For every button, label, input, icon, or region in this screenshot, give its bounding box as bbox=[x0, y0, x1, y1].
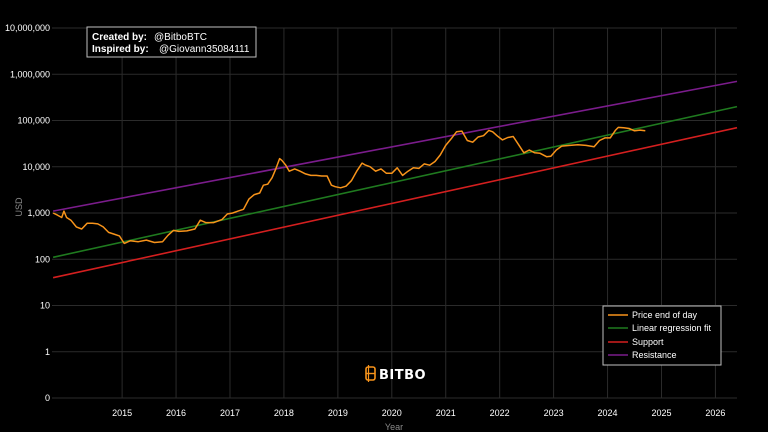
x-tick-label: 2025 bbox=[651, 408, 671, 418]
y-tick-label: 100,000 bbox=[17, 116, 50, 126]
y-tick-label: 10,000 bbox=[22, 162, 50, 172]
credits-created-label: Created by: bbox=[92, 32, 147, 43]
legend-item-price: Price end of day bbox=[608, 310, 698, 320]
y-tick-label: 0 bbox=[45, 393, 50, 403]
x-tick-label: 2019 bbox=[328, 408, 348, 418]
x-tick-label: 2023 bbox=[544, 408, 564, 418]
x-tick-label: 2026 bbox=[705, 408, 725, 418]
x-tick-label: 2021 bbox=[436, 408, 456, 418]
x-tick-label: 2015 bbox=[112, 408, 132, 418]
x-axis-title: Year bbox=[385, 422, 403, 432]
x-tick-label: 2020 bbox=[382, 408, 402, 418]
y-tick-label: 1,000 bbox=[27, 208, 50, 218]
y-axis-ticks: 0 1 10 100 1,000 10,000 100,000 1,000,000 10,000… bbox=[5, 23, 50, 403]
legend-item-support: Support bbox=[608, 337, 664, 347]
regression-line bbox=[52, 105, 738, 259]
support-line bbox=[52, 126, 738, 279]
legend: Price end of day Linear regression fit S… bbox=[602, 305, 722, 366]
bitbo-logo: BITBO bbox=[365, 365, 426, 383]
legend-label-support: Support bbox=[632, 337, 664, 347]
bitcoin-b-icon bbox=[365, 365, 376, 382]
y-axis-title: USD bbox=[14, 197, 24, 217]
credits-inspired-label: Inspired by: bbox=[92, 44, 149, 55]
resistance-line bbox=[52, 80, 738, 212]
legend-label-price: Price end of day bbox=[632, 310, 698, 320]
y-tick-label: 10,000,000 bbox=[5, 23, 50, 33]
x-tick-label: 2024 bbox=[598, 408, 618, 418]
credits-box: Created by: @BitboBTC Inspired by: @Giov… bbox=[86, 26, 257, 58]
credits-box-frame bbox=[86, 26, 257, 58]
y-tick-label: 10 bbox=[40, 301, 50, 311]
legend-label-regression: Linear regression fit bbox=[632, 323, 712, 333]
legend-label-resistance: Resistance bbox=[632, 350, 677, 360]
x-tick-label: 2017 bbox=[220, 408, 240, 418]
price-line bbox=[52, 126, 646, 245]
legend-item-regression: Linear regression fit bbox=[608, 323, 712, 333]
x-tick-label: 2022 bbox=[490, 408, 510, 418]
series-lines bbox=[52, 80, 738, 279]
credits-created-value: @BitboBTC bbox=[154, 32, 207, 43]
x-tick-label: 2016 bbox=[166, 408, 186, 418]
legend-item-resistance: Resistance bbox=[608, 350, 677, 360]
x-tick-label: 2018 bbox=[274, 408, 294, 418]
y-tick-label: 1 bbox=[45, 347, 50, 357]
credits-inspired-value: @Giovann35084111 bbox=[159, 44, 250, 55]
bitbo-wordmark: BITBO bbox=[379, 368, 426, 383]
y-tick-label: 100 bbox=[35, 254, 50, 264]
y-tick-label: 1,000,000 bbox=[10, 69, 50, 79]
x-axis-ticks: 2015 2016 2017 2018 2019 2020 2021 2022 2023 2024… bbox=[112, 408, 725, 418]
